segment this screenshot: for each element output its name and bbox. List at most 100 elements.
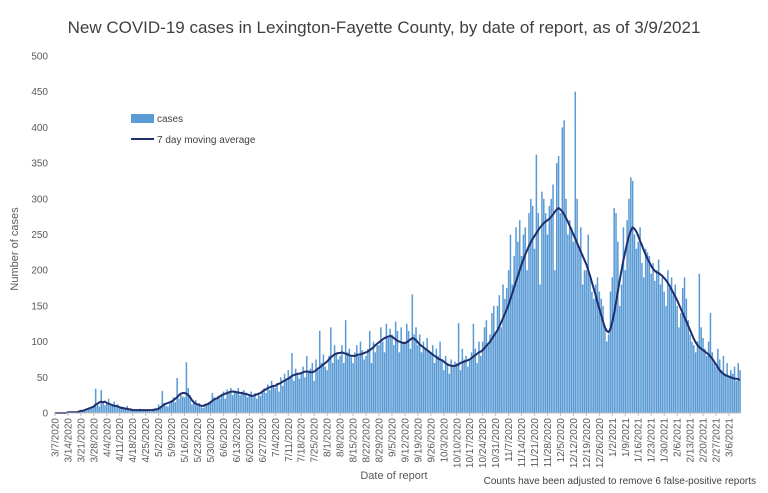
case-bar bbox=[737, 363, 739, 413]
case-bar bbox=[389, 328, 391, 413]
case-bar bbox=[280, 377, 282, 413]
x-tick-label: 8/8/2020 bbox=[336, 418, 347, 457]
case-bar bbox=[720, 370, 723, 413]
case-bar bbox=[631, 180, 634, 413]
case-bar bbox=[381, 341, 384, 413]
case-bar bbox=[620, 284, 623, 413]
case-bar bbox=[572, 241, 575, 413]
x-tick-label: 8/1/2020 bbox=[323, 418, 334, 457]
case-bar bbox=[605, 341, 608, 413]
case-bar bbox=[518, 220, 521, 413]
case-bar bbox=[228, 393, 230, 413]
case-bar bbox=[652, 263, 654, 413]
case-bar bbox=[587, 234, 589, 413]
case-bar bbox=[539, 284, 541, 413]
case-bar bbox=[654, 280, 656, 413]
case-bar bbox=[433, 363, 436, 413]
case-bar bbox=[337, 359, 339, 413]
case-bar bbox=[222, 391, 225, 413]
case-bar bbox=[555, 163, 558, 413]
case-bar bbox=[717, 348, 719, 413]
case-bar bbox=[130, 408, 132, 413]
case-bar bbox=[411, 294, 414, 413]
case-bar bbox=[339, 355, 341, 413]
y-axis-ticks: 0 50 100 150 200 250 300 350 400 450 500 bbox=[31, 52, 48, 420]
case-bar bbox=[131, 410, 134, 413]
case-bar bbox=[141, 410, 143, 413]
case-bar bbox=[722, 355, 725, 413]
case-bar bbox=[150, 411, 152, 413]
case-bar bbox=[730, 370, 732, 413]
case-bar bbox=[524, 227, 527, 413]
case-bar bbox=[624, 270, 627, 413]
case-bar bbox=[261, 391, 264, 413]
case-bar bbox=[470, 352, 473, 413]
footnote: Counts have been adjusted to remove 6 fa… bbox=[484, 476, 756, 487]
case-bar bbox=[544, 213, 547, 413]
case-bar bbox=[354, 352, 356, 413]
case-bar bbox=[211, 393, 214, 413]
case-bar bbox=[326, 370, 328, 413]
case-bar bbox=[557, 155, 560, 413]
case-bar bbox=[520, 255, 523, 413]
case-bar bbox=[89, 408, 91, 413]
case-bar bbox=[681, 288, 684, 413]
case-bar bbox=[120, 406, 123, 413]
case-bar bbox=[304, 377, 306, 413]
x-tick-label: 12/26/2020 bbox=[595, 418, 606, 468]
case-bar bbox=[254, 393, 256, 413]
case-bar bbox=[430, 352, 432, 413]
case-bar bbox=[728, 377, 730, 413]
case-bar bbox=[733, 366, 736, 413]
x-tick-label: 12/12/2020 bbox=[569, 418, 580, 468]
case-bar bbox=[494, 334, 497, 413]
case-bar bbox=[144, 410, 147, 413]
case-bar bbox=[124, 408, 127, 413]
x-tick-label: 10/10/2020 bbox=[452, 418, 463, 468]
case-bar bbox=[663, 291, 665, 413]
case-bar bbox=[407, 330, 410, 413]
x-tick-label: 6/13/2020 bbox=[232, 418, 243, 463]
case-bar bbox=[578, 248, 580, 413]
case-bar bbox=[209, 402, 212, 413]
y-tick-label: 400 bbox=[31, 123, 48, 134]
y-tick-label: 100 bbox=[31, 337, 48, 348]
case-bar bbox=[618, 305, 621, 413]
case-bar bbox=[417, 345, 419, 413]
case-bar bbox=[628, 198, 630, 413]
case-bar bbox=[448, 373, 451, 413]
case-bar bbox=[406, 323, 408, 413]
case-bar bbox=[165, 405, 167, 413]
case-bar bbox=[422, 341, 425, 413]
y-axis-label: Number of cases bbox=[9, 207, 21, 291]
case-bar bbox=[454, 361, 456, 413]
case-bar bbox=[231, 395, 234, 413]
case-bar bbox=[505, 288, 508, 413]
case-bar bbox=[439, 341, 441, 413]
x-tick-label: 6/20/2020 bbox=[245, 418, 256, 463]
x-axis-ticks: 3/7/2020 3/14/2020 3/21/2020 3/28/2020 4/4/2… bbox=[50, 413, 735, 468]
case-bar bbox=[691, 341, 693, 413]
case-bar bbox=[270, 380, 273, 413]
case-bar bbox=[331, 363, 334, 413]
y-tick-label: 150 bbox=[31, 301, 48, 312]
case-bar bbox=[285, 380, 288, 413]
case-bar bbox=[306, 355, 308, 413]
x-tick-label: 2/13/2021 bbox=[686, 418, 697, 463]
case-bar bbox=[500, 327, 502, 413]
case-bar bbox=[550, 198, 552, 413]
x-tick-label: 4/25/2020 bbox=[141, 418, 152, 463]
case-bar bbox=[622, 227, 625, 413]
case-bar bbox=[172, 397, 175, 413]
case-bar bbox=[602, 305, 604, 413]
x-tick-label: 9/12/2020 bbox=[400, 418, 411, 463]
case-bar bbox=[543, 198, 545, 413]
case-bar bbox=[106, 403, 108, 413]
case-bar bbox=[561, 127, 564, 414]
case-bar bbox=[85, 410, 88, 413]
case-bar bbox=[441, 359, 443, 413]
case-bar bbox=[581, 284, 584, 413]
case-bar bbox=[615, 213, 617, 413]
case-bar bbox=[402, 341, 404, 413]
